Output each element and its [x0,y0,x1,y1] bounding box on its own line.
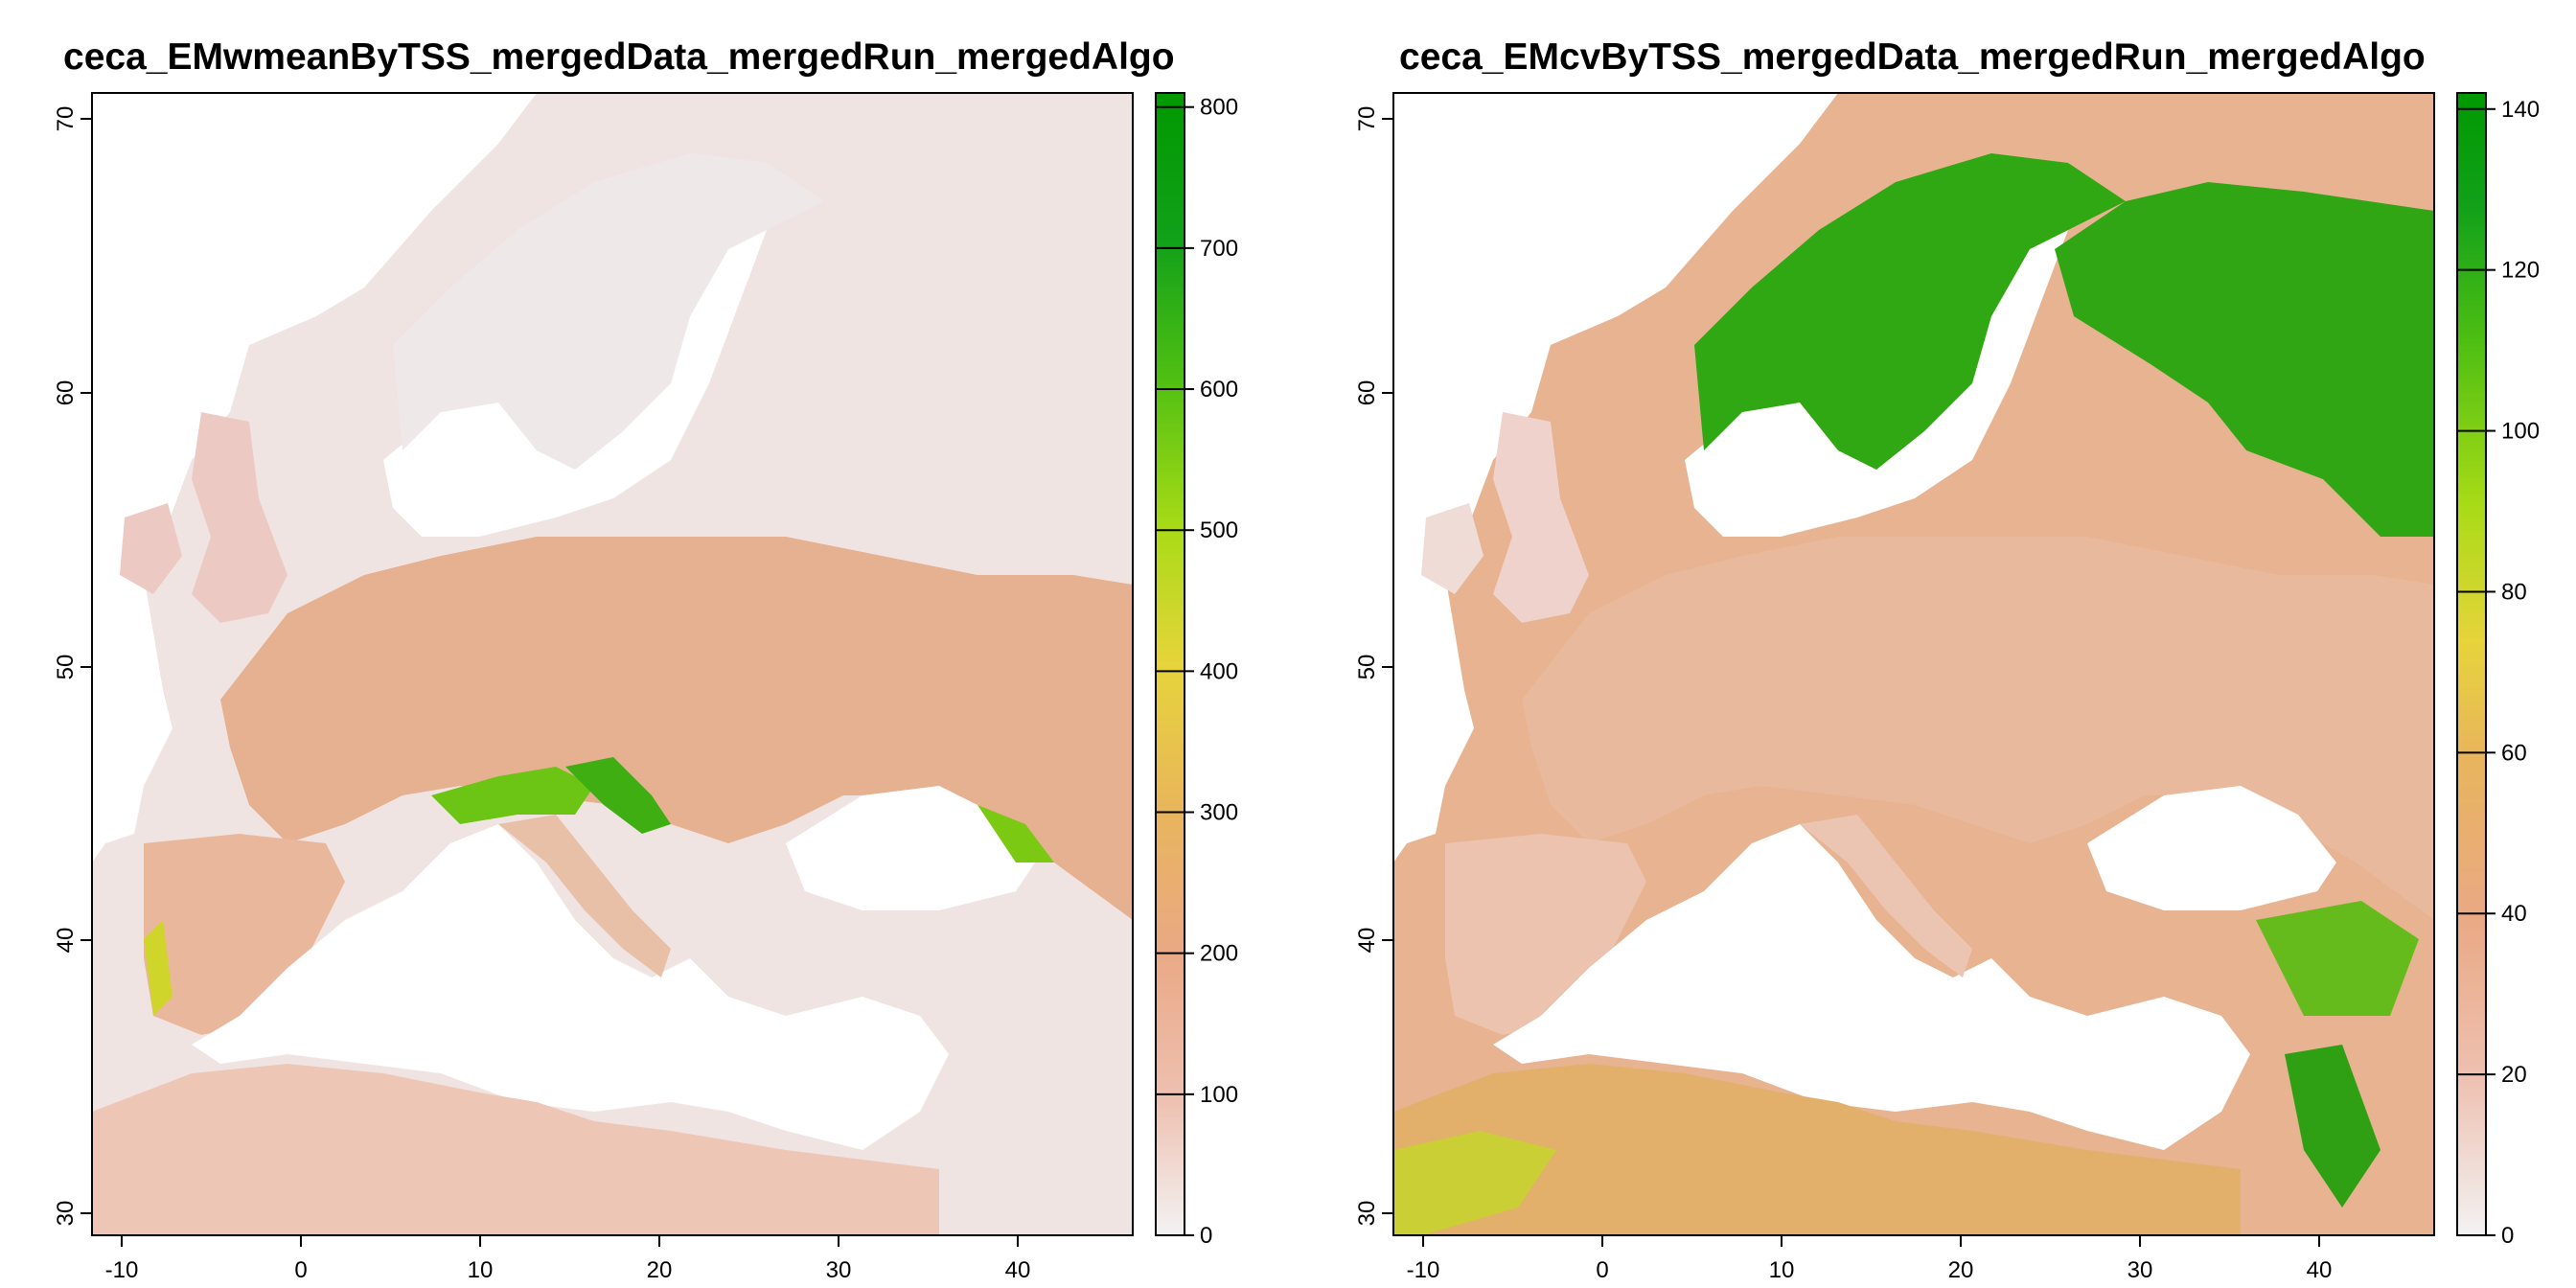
x-tick-label: 10 [1769,1257,1795,1283]
y-tick-label: 50 [1354,655,1380,680]
alps-high-values [431,767,594,824]
x-tick-label: -10 [105,1257,139,1283]
legend-tick-label: 500 [1200,518,1238,543]
map-plot-cv: -10 0 10 20 30 40 30 40 50 60 70 0 20 40 60… [1354,92,2540,1283]
britain-land [1493,412,1589,623]
atlantic-water [1393,93,1838,862]
legend-tick-label: 120 [2501,258,2540,284]
x-tick-label: 30 [2128,1257,2153,1283]
x-tick-label: -10 [1407,1257,1440,1283]
legend-tick-label: 140 [2501,97,2540,123]
legend-tick-label: 40 [2501,901,2527,927]
italy-land [1800,815,1972,978]
x-tick-label: 40 [1005,1257,1031,1283]
iberia-land [1445,834,1646,1035]
iberia-land [144,834,345,1035]
map-raster [92,93,1133,1235]
x-tick-label: 20 [647,1257,673,1283]
north-africa-land [1393,1064,2241,1235]
legend-tick-label: 800 [1200,95,1238,121]
plot-frame [91,92,1134,1236]
color-legend: 0 20 40 60 80 100 120 140 [2456,92,2540,1249]
legend-tick-label: 100 [2501,419,2540,445]
baltic-water [1685,230,2068,537]
x-tick-label: 0 [1596,1257,1608,1283]
legend-tick-label: 60 [2501,740,2527,766]
legend-colorbar [1155,92,1185,1236]
y-tick-label: 30 [53,1201,79,1227]
atlantic-water [92,93,537,862]
legend-tick-label: 80 [2501,579,2527,605]
y-axis: 30 40 50 60 70 [53,106,92,1227]
y-tick-label: 60 [53,380,79,406]
legend-tick-label: 400 [1200,658,1238,684]
legend-tick-label: 300 [1200,800,1238,826]
x-axis: -10 0 10 20 30 40 [1407,1235,2333,1283]
ireland-land [120,503,182,594]
x-tick-label: 20 [1948,1257,1974,1283]
levant-high-cv [2285,1045,2380,1208]
map-panel-cv: ceca_EMcvByTSS_mergedData_mergedRun_merg… [1288,0,2576,1288]
iberia-west-coast-values [144,920,172,1016]
y-tick-label: 70 [53,106,79,132]
central-europe-land [220,537,1133,920]
mediterranean-water [192,824,949,1150]
legend-tick-label: 600 [1200,377,1238,402]
legend-tick-label: 0 [2501,1223,2514,1249]
russia-north-high-cv [2055,182,2434,537]
y-tick-label: 30 [1354,1201,1380,1227]
x-axis: -10 0 10 20 30 40 [105,1235,1031,1283]
italy-land [498,815,671,978]
y-tick-label: 40 [53,928,79,954]
dinaric-high-values [565,757,671,834]
y-axis: 30 40 50 60 70 [1354,106,1393,1227]
x-tick-label: 0 [294,1257,307,1283]
baltic-water [383,230,767,537]
legend-tick-label: 100 [1200,1082,1238,1108]
legend-tick-label: 0 [1200,1223,1212,1249]
legend-colorbar [2456,92,2487,1236]
legend-tick-label: 20 [2501,1062,2527,1088]
mediterranean-water [1493,824,2250,1150]
y-tick-label: 40 [1354,928,1380,954]
y-tick-label: 60 [1354,380,1380,406]
x-tick-label: 30 [826,1257,852,1283]
anatolia-high-cv [2256,901,2419,1016]
scandinavia-land [393,153,824,470]
north-africa-yellow-values [1393,1131,1556,1235]
ireland-land [1421,503,1484,594]
legend-tick-label: 200 [1200,941,1238,967]
black-sea-water [2087,786,2336,910]
map-plot-wmean: -10 0 10 20 30 40 30 40 50 60 70 0100200… [53,92,1238,1283]
map-raster [1393,93,2434,1235]
britain-land [192,412,288,623]
x-tick-label: 40 [2307,1257,2333,1283]
map-title: ceca_EMcvByTSS_mergedData_mergedRun_merg… [1399,36,2426,78]
y-tick-label: 70 [1354,106,1380,132]
y-tick-label: 50 [53,655,79,680]
black-sea-water [786,786,1035,910]
plot-frame [1392,92,2435,1236]
map-panel-wmean: ceca_EMwmeanByTSS_mergedData_mergedRun_m… [53,36,1238,1283]
north-africa-land [92,1064,939,1235]
scandinavia-high-cv [1694,153,2126,470]
map-title: ceca_EMwmeanByTSS_mergedData_mergedRun_m… [63,36,1175,78]
central-europe-land [1522,537,2434,920]
x-tick-label: 10 [468,1257,494,1283]
legend-tick-label: 700 [1200,236,1238,262]
caucasus-high-values [978,805,1054,862]
color-legend: 0 100 200 300 400 500 600 700 800 [1155,92,1238,1249]
